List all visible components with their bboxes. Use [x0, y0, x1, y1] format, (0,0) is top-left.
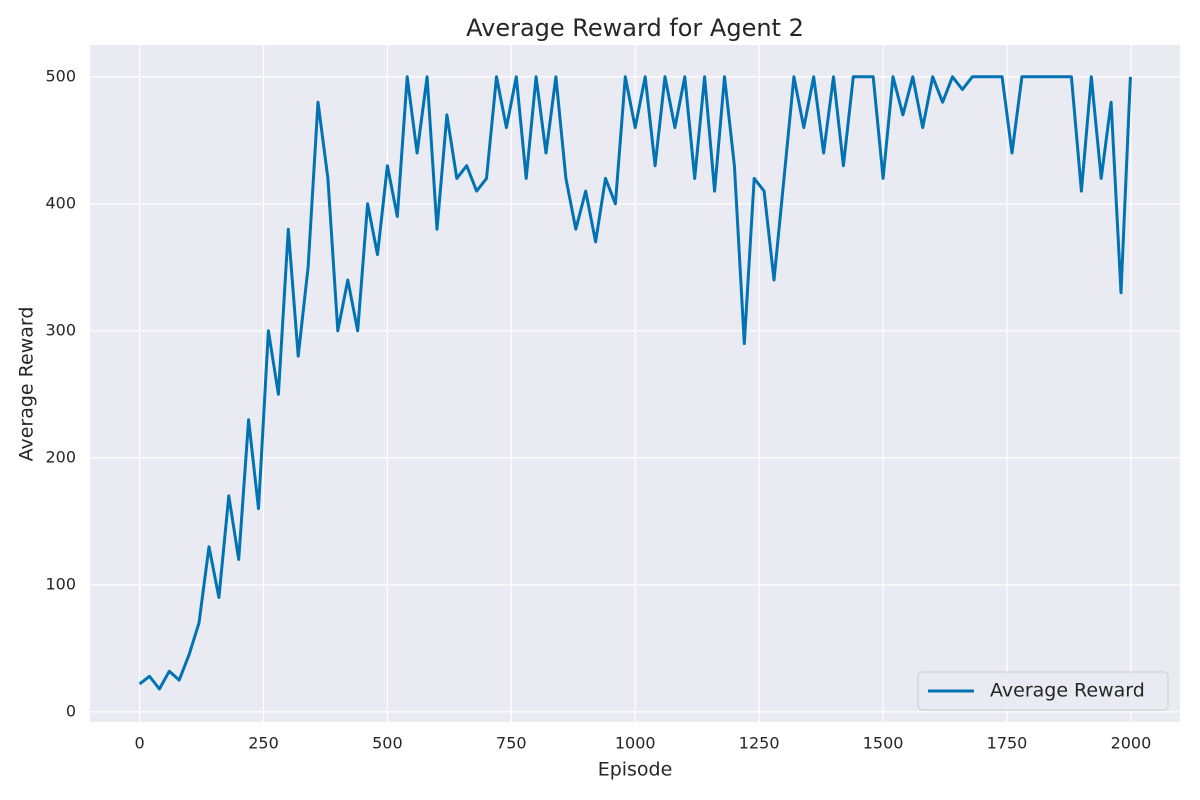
x-tick-label: 1000: [615, 734, 656, 753]
x-tick-label: 500: [372, 734, 403, 753]
x-tick-label: 750: [496, 734, 527, 753]
legend-label: Average Reward: [990, 680, 1145, 702]
data-line: [138, 75, 1132, 691]
x-tick-label: 0: [134, 734, 144, 753]
x-tick-label: 1500: [863, 734, 904, 753]
y-axis-label: Average Reward: [16, 307, 38, 462]
legend-box: [917, 671, 1169, 711]
y-tick-label: 100: [45, 574, 76, 593]
x-tick-label: 2000: [1111, 734, 1152, 753]
y-tick-label: 500: [45, 66, 76, 85]
y-tick-label: 0: [66, 701, 76, 720]
chart-title: Average Reward for Agent 2: [466, 14, 804, 42]
x-tick-label: 1250: [739, 734, 780, 753]
y-tick-label: 300: [45, 320, 76, 339]
x-axis-label: Episode: [598, 759, 673, 781]
x-tick-label: 1750: [987, 734, 1028, 753]
x-tick-label: 250: [248, 734, 279, 753]
y-tick-label: 400: [45, 193, 76, 212]
y-tick-label: 200: [45, 447, 76, 466]
